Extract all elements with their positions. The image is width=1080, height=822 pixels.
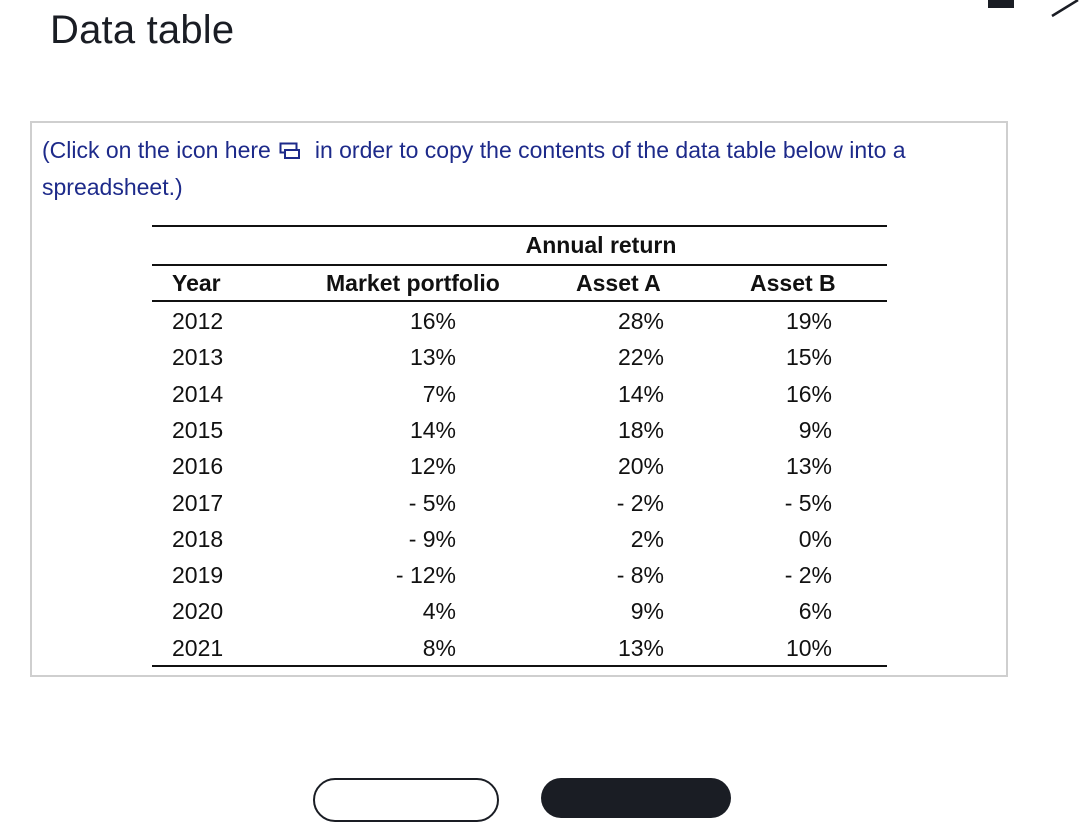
year-cell: 2016 <box>172 453 224 480</box>
return-cell: 10% <box>785 634 832 661</box>
return-cell: 2% <box>630 525 664 552</box>
year-cell: 2019 <box>172 562 224 589</box>
return-cell: 14% <box>409 416 456 443</box>
instruction-text-after: in order to copy the contents of the dat… <box>42 137 906 200</box>
return-cell: 13% <box>617 634 664 661</box>
return-cell: 4% <box>422 598 456 625</box>
header-bottom-rule <box>152 300 887 302</box>
year-cell: 2012 <box>172 308 224 334</box>
year-cell: 2014 <box>172 380 224 407</box>
minimize-icon[interactable] <box>988 0 1014 10</box>
return-cell: 19% <box>785 308 832 334</box>
year-cell: 2021 <box>172 634 224 661</box>
return-cell: 0% <box>798 525 832 552</box>
return-cell: 15% <box>785 344 832 371</box>
primary-button[interactable] <box>541 778 731 818</box>
page-title: Data table <box>50 8 235 52</box>
year-cell: 2017 <box>172 489 224 516</box>
return-cell: 22% <box>617 344 664 371</box>
return-cell: 6% <box>798 598 832 625</box>
return-cell: - 2% <box>784 562 832 589</box>
year-cell: 2018 <box>172 525 224 552</box>
return-cell: - 12% <box>395 562 456 589</box>
return-cell: - 5% <box>408 489 456 516</box>
return-cell: 20% <box>617 453 664 480</box>
return-cell: 13% <box>409 344 456 371</box>
group-header: Annual return <box>525 232 677 258</box>
column-header: Asset A <box>576 270 661 296</box>
return-cell: - 2% <box>616 489 664 516</box>
group-header-rule <box>152 264 887 266</box>
return-cell: 16% <box>785 380 832 407</box>
column-header: Year <box>172 270 221 296</box>
return-cell: 16% <box>409 308 456 334</box>
return-cell: 12% <box>409 453 456 480</box>
copy-icon[interactable] <box>279 134 301 159</box>
return-cell: 9% <box>630 598 664 625</box>
close-icon[interactable] <box>1048 0 1080 18</box>
return-cell: 18% <box>617 416 664 443</box>
secondary-button[interactable] <box>313 778 499 822</box>
return-cell: 28% <box>617 308 664 334</box>
return-cell: - 9% <box>408 525 456 552</box>
return-cell: - 5% <box>784 489 832 516</box>
return-cell: 13% <box>785 453 832 480</box>
instruction-text-before: (Click on the icon here <box>42 137 271 163</box>
table-bottom-rule <box>152 665 887 667</box>
return-cell: 8% <box>422 634 456 661</box>
table-top-rule <box>152 225 887 227</box>
return-cell: - 8% <box>616 562 664 589</box>
year-cell: 2015 <box>172 416 224 443</box>
data-table-panel <box>30 121 1008 677</box>
return-cell: 9% <box>798 416 832 443</box>
copy-instruction: (Click on the icon here in order to copy… <box>42 132 982 206</box>
year-cell: 2020 <box>172 598 224 625</box>
column-header: Market portfolio <box>326 270 500 296</box>
year-cell: 2013 <box>172 344 224 371</box>
column-header: Asset B <box>750 270 836 296</box>
return-cell: 14% <box>617 380 664 407</box>
return-cell: 7% <box>422 380 456 407</box>
